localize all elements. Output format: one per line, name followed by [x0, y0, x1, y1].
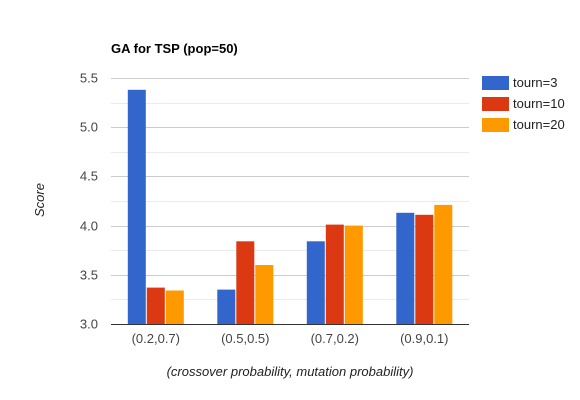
y-tick-label: 5.0: [80, 120, 98, 135]
bar: [146, 287, 165, 324]
y-tick-label: 4.0: [80, 219, 98, 234]
y-tick-label: 4.5: [80, 169, 98, 184]
gridlines: [111, 78, 469, 300]
x-tick-label: (0.7,0.2): [311, 331, 359, 346]
x-tick-label: (0.9,0.1): [400, 331, 448, 346]
y-tick-label: 3.5: [80, 268, 98, 283]
bar: [325, 224, 344, 324]
y-tick-label: 5.5: [80, 71, 98, 86]
x-axis-title: (crossover probability, mutation probabi…: [167, 364, 414, 379]
legend-label: tourn=10: [513, 96, 565, 111]
legend-swatch: [482, 97, 509, 111]
x-tick-label: (0.5,0.5): [221, 331, 269, 346]
legend: tourn=3 tourn=10 tourn=20: [482, 75, 565, 132]
x-tick-label: (0.2,0.7): [132, 331, 180, 346]
chart-title: GA for TSP (pop=50): [111, 41, 238, 56]
y-tick-label: 3.0: [80, 317, 98, 332]
bar: [217, 289, 236, 324]
bar: [255, 265, 274, 324]
legend-label: tourn=3: [513, 75, 557, 90]
bar: [415, 214, 434, 324]
y-axis-title: Score: [32, 183, 47, 217]
bar: [236, 241, 255, 324]
bar: [344, 225, 363, 324]
bar: [396, 212, 415, 324]
bar: [306, 241, 325, 324]
bar: [434, 204, 453, 324]
bar: [165, 290, 184, 324]
legend-swatch: [482, 118, 509, 132]
legend-label: tourn=20: [513, 117, 565, 132]
legend-swatch: [482, 76, 509, 90]
bar: [127, 89, 146, 324]
axes: 3.0 3.5 4.0 4.5 5.0 5.5 (0.2,0.7) (0.5,0.5) (0.7…: [80, 71, 469, 346]
bars: [127, 89, 453, 324]
